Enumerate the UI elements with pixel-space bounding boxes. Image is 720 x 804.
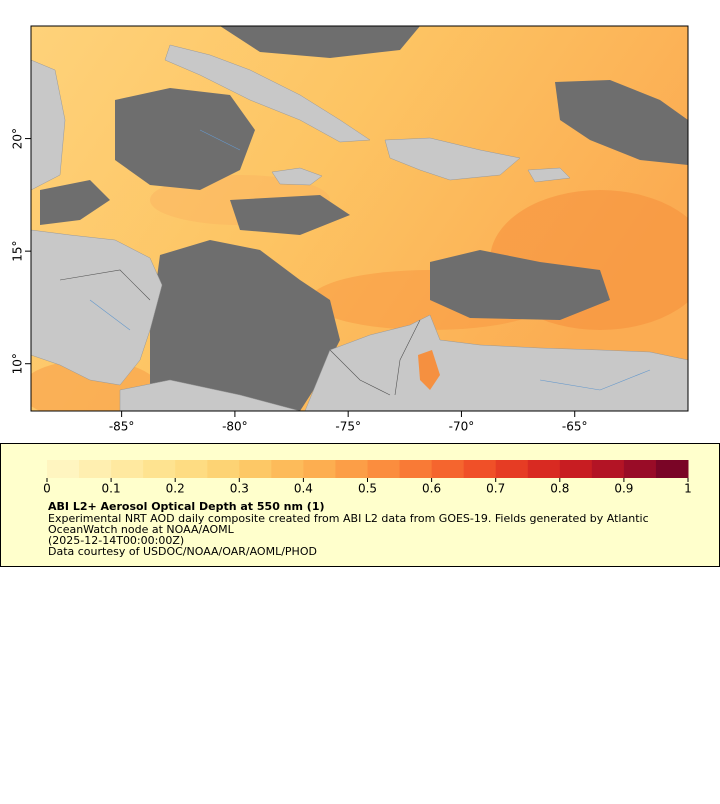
- colorbar-swatch: [79, 460, 112, 478]
- colorbar-swatch: [495, 460, 529, 478]
- map-image: [31, 26, 688, 411]
- colorbar-tick-label: 0: [43, 482, 51, 496]
- colorbar-tick-label: 0.9: [614, 482, 633, 496]
- y-tick-label: 15°: [11, 241, 25, 262]
- land: [31, 59, 66, 191]
- colorbar-swatch: [335, 460, 368, 478]
- land: [164, 44, 371, 143]
- aerosol-field: [418, 350, 440, 390]
- colorbar-swatch: [399, 460, 433, 478]
- legend-text: Data courtesy of USDOC/NOAA/OAR/AOML/PHO…: [48, 545, 317, 558]
- no-data: [115, 88, 255, 190]
- colorbar-tick-label: 0.3: [230, 482, 249, 496]
- colorbar-swatch: [623, 460, 657, 478]
- colorbar-swatch: [47, 460, 80, 478]
- land: [527, 167, 571, 183]
- colorbar-swatch: [239, 460, 272, 478]
- legend-text: (2025-12-14T00:00:00Z): [48, 534, 184, 547]
- land: [119, 379, 301, 411]
- no-data: [555, 80, 688, 165]
- colorbar-tick-label: 0.8: [550, 482, 569, 496]
- colorbar-tick-label: 0.5: [358, 482, 377, 496]
- colorbar-tick-label: 0.2: [166, 482, 185, 496]
- land: [304, 314, 688, 411]
- colorbar-swatch: [175, 460, 208, 478]
- land: [271, 167, 323, 186]
- legend-text: Experimental NRT AOD daily composite cre…: [48, 512, 649, 525]
- x-tick-label: -80°: [222, 420, 248, 434]
- no-data: [40, 180, 110, 225]
- x-tick-label: -70°: [449, 420, 475, 434]
- y-tick-label: 20°: [11, 128, 25, 149]
- no-data: [430, 250, 610, 320]
- colorbar-swatch: [527, 460, 561, 478]
- legend-title: ABI L2+ Aerosol Optical Depth at 550 nm …: [48, 500, 325, 513]
- colorbar-swatch: [143, 460, 176, 478]
- colorbar-swatch: [303, 460, 336, 478]
- colorbar-tick-label: 0.6: [422, 482, 441, 496]
- colorbar-swatch: [591, 460, 625, 478]
- land: [384, 137, 521, 181]
- river: [89, 129, 651, 391]
- colorbar-tick-label: 1: [684, 482, 692, 496]
- y-tick-label: 10°: [11, 353, 25, 374]
- colorbar-swatch: [431, 460, 465, 478]
- colorbar-swatch: [271, 460, 304, 478]
- x-tick-label: -75°: [335, 420, 361, 434]
- colorbar-swatch: [655, 460, 689, 478]
- colorbar-swatch: [463, 460, 497, 478]
- no-data: [150, 240, 340, 411]
- no-data: [230, 195, 350, 235]
- no-data: [220, 26, 420, 58]
- colorbar-swatch: [111, 460, 144, 478]
- land: [31, 229, 163, 386]
- colorbar-swatch: [207, 460, 240, 478]
- map-frame: [30, 25, 689, 412]
- colorbar-tick-label: 0.7: [486, 482, 505, 496]
- legend-text: OceanWatch node at NOAA/AOML: [48, 523, 235, 536]
- colorbar-swatch: [367, 460, 401, 478]
- x-tick-label: -65°: [562, 420, 588, 434]
- colorbar: 0 0.1 0.2 0.3 0.4 0.5 0.6 0.7 0.8 0.9 1: [43, 460, 692, 496]
- x-tick-label: -85°: [109, 420, 135, 434]
- colorbar-tick-label: 0.1: [102, 482, 121, 496]
- colorbar-tick-label: 0.4: [294, 482, 313, 496]
- border: [59, 269, 421, 396]
- colorbar-swatch: [559, 460, 593, 478]
